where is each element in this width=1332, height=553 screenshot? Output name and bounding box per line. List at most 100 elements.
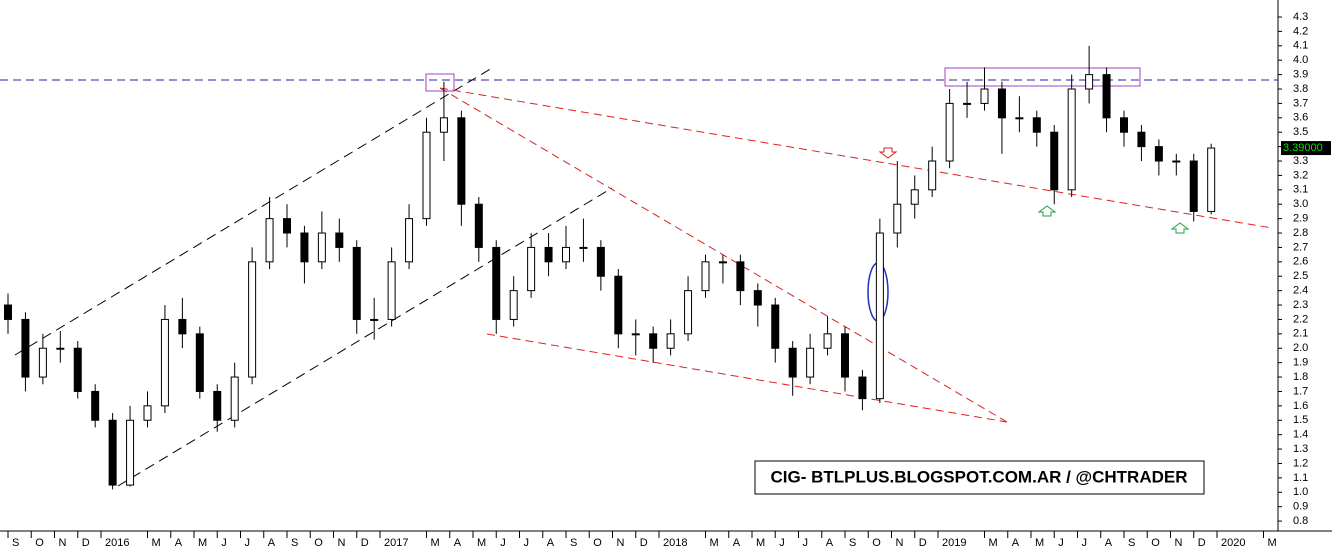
candle-body [893,203,902,234]
candle-body [21,318,30,378]
y-tick-label: 3.3 [1293,155,1308,167]
x-tick-label: 2016 [105,537,129,549]
x-tick-label: N [1174,537,1182,549]
last-price-label: 3.39000 [1283,142,1323,154]
x-tick-label: J [523,537,529,549]
arrow-up [1037,205,1057,217]
x-tick-label: J [779,537,785,549]
y-tick-label: 1.5 [1293,414,1308,426]
candle-body [596,246,605,277]
candle-body [910,189,919,205]
candle-body [771,304,780,349]
candle-body [248,261,257,378]
candle-body [561,246,570,263]
candle-body [1189,160,1198,212]
candle-body [649,333,658,349]
x-tick-label: O [35,537,44,549]
candle-body [3,304,12,320]
y-tick-label: 3.9 [1293,69,1308,81]
x-tick-label: A [826,537,834,549]
y-tick-label: 1.3 [1293,443,1308,455]
candle-body [143,405,152,421]
candle-body [579,246,588,249]
y-tick-label: 4.0 [1293,54,1308,66]
candle-body [422,131,431,220]
x-tick-label: A [454,537,462,549]
candle-body [614,275,623,335]
annotation: CIG- BTLPLUS.BLOGSPOT.COM.AR / @CHTRADER [770,467,1187,486]
candle-body [1172,160,1181,163]
y-tick-label: 1.1 [1293,472,1308,484]
candle-body [823,333,832,349]
x-tick-label: S [291,537,298,549]
x-tick-label: J [500,537,506,549]
y-tick-label: 1.6 [1293,400,1308,412]
candle-body [963,102,972,105]
y-tick-label: 2.7 [1293,241,1308,253]
x-tick-label: N [337,537,345,549]
x-tick-label: A [733,537,741,549]
x-tick-label: A [547,537,555,549]
x-tick-label: O [593,537,602,549]
candle-body [980,88,989,104]
candle-body [195,333,204,392]
x-tick-label: D [919,537,927,549]
candle-body [1085,74,1094,90]
candle-body [945,102,954,162]
candle-body [405,218,414,263]
candle-body [457,117,466,205]
y-tick-label: 2.4 [1293,285,1308,297]
y-tick-label: 3.7 [1293,97,1308,109]
y-tick-label: 4.2 [1293,25,1308,37]
candle-body [1119,117,1128,133]
x-tick-label: A [175,537,183,549]
candle-body [265,218,274,263]
candle-body [875,232,884,400]
y-tick-label: 3.6 [1293,112,1308,124]
candle-body [1015,117,1024,120]
candle-body [282,218,291,234]
candles [3,45,1216,490]
x-tick-label: D [640,537,648,549]
y-tick-label: 4.3 [1293,11,1308,23]
candle-body [858,376,867,400]
candle-body [718,261,727,264]
y-tick-label: 1.2 [1293,457,1308,469]
x-tick-label: M [151,537,160,549]
candle-body [1050,131,1059,191]
candle-body [666,333,675,349]
x-tick-label: M [709,537,718,549]
y-tick-label: 1.7 [1293,385,1308,397]
x-tick-label: A [268,537,276,549]
x-tick-label: N [895,537,903,549]
candle-body [439,117,448,133]
trend-line [439,87,1008,423]
x-tick-label: D [361,537,369,549]
candle-body [178,318,187,335]
candle-body [997,88,1006,119]
candle-body [788,347,797,378]
x-tick-label: 2018 [663,537,687,549]
candle-body [56,347,65,350]
x-tick-label: 2020 [1221,537,1245,549]
candle-body [1102,74,1111,119]
x-tick-label: 2017 [384,537,408,549]
x-tick-label: 2019 [942,537,966,549]
candle-body [840,333,849,378]
x-tick-label: O [872,537,881,549]
y-tick-label: 2.5 [1293,270,1308,282]
trend-line [486,333,1008,423]
y-tick-label: 2.2 [1293,313,1308,325]
candle-body [387,261,396,320]
y-tick-label: 3.2 [1293,169,1308,181]
candle-body [38,347,47,378]
candle-body [1067,88,1076,191]
channel-lower [117,187,613,487]
candle-body [474,203,483,248]
channel-upper [14,67,493,356]
x-tick-label: M [1267,537,1276,549]
candle-body [544,246,553,263]
x-tick-label: M [988,537,997,549]
highlight-box [425,73,455,92]
